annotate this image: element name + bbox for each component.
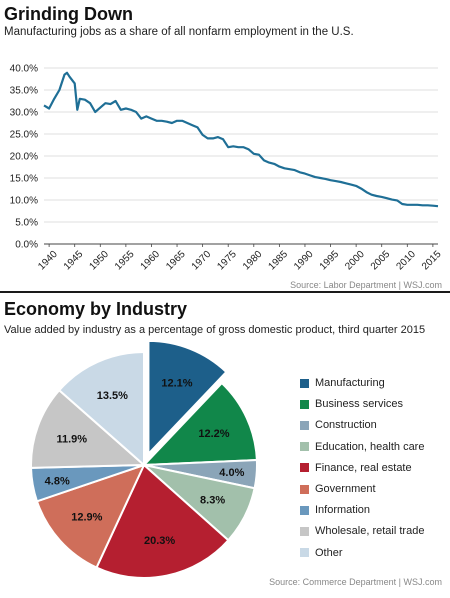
pie-slice-business-services <box>141 381 258 467</box>
y-tick-label: 35.0% <box>10 86 38 97</box>
legend-label: Education, health care <box>315 440 425 453</box>
line-chart-subtitle: Manufacturing jobs as a share of all non… <box>4 26 354 38</box>
x-tick-label: 2015 <box>420 249 444 273</box>
y-tick-label: 15.0% <box>10 174 38 185</box>
legend-item: Construction <box>300 416 377 434</box>
legend-label: Wholesale, retail trade <box>315 525 425 538</box>
x-tick-label: 1990 <box>292 249 316 273</box>
legend-swatch <box>300 420 309 430</box>
legend-label: Finance, real estate <box>315 461 412 474</box>
legend-swatch <box>300 399 309 409</box>
legend-swatch <box>300 505 309 515</box>
x-tick-label: 1940 <box>36 249 60 273</box>
line-chart-plot: 0.0% 5.0% 10.0% 15.0% 20.0% 25.0% 30.0% 35.0% 40… <box>10 64 444 273</box>
y-tick-label: 25.0% <box>10 130 38 141</box>
pie-slice-wholesale-retail-trade <box>30 388 147 469</box>
pie-slice-label: 11.9% <box>56 434 87 446</box>
x-tick-label: 1965 <box>164 249 188 273</box>
x-tick-label: 1960 <box>139 249 163 273</box>
pie-chart-subtitle: Value added by industry as a percentage … <box>4 324 426 336</box>
pie-slice-government <box>35 463 146 569</box>
x-tick-label: 1995 <box>318 249 342 273</box>
manufacturing-share-line <box>43 71 439 208</box>
line-chart-source: Source: Labor Department | WSJ.com <box>290 280 442 290</box>
pie-slice-label: 4.0% <box>219 467 244 479</box>
legend-item: Education, health care <box>300 438 424 456</box>
legend-label: Government <box>315 483 376 495</box>
legend-item: Government <box>300 480 376 498</box>
x-tick-label: 1945 <box>62 249 86 273</box>
pie-slice-other <box>57 350 145 468</box>
x-tick-label: 2010 <box>394 249 418 273</box>
x-tick-label: 2005 <box>369 249 393 273</box>
y-tick-label: 40.0% <box>10 64 38 75</box>
pie-chart-title: Economy by Industry <box>4 299 188 319</box>
legend-label: Business services <box>315 398 404 411</box>
pie-slice-label: 13.5% <box>97 390 128 402</box>
x-tick-label: 1970 <box>190 249 214 273</box>
legend-label: Other <box>315 546 343 559</box>
legend-item: Business services <box>300 395 403 413</box>
legend-item: Manufacturing <box>300 374 385 392</box>
x-tick-label: 1975 <box>215 249 239 273</box>
legend-swatch <box>300 484 309 494</box>
pie-chart-source: Source: Commerce Department | WSJ.com <box>269 577 442 587</box>
y-tick-label: 20.0% <box>10 152 38 163</box>
pie-slice-label: 12.2% <box>198 428 229 440</box>
pie-slice-label: 12.1% <box>161 378 192 390</box>
y-tick-label: 30.0% <box>10 108 38 119</box>
legend-label: Manufacturing <box>315 377 385 389</box>
y-tick-label: 5.0% <box>15 218 38 229</box>
legend-swatch <box>300 442 309 452</box>
x-tick-label: 1950 <box>87 249 111 273</box>
x-tick-label: 1955 <box>113 249 137 273</box>
legend-item: Other <box>300 544 343 562</box>
x-tick-label: 1980 <box>241 249 265 273</box>
line-chart-panel: Grinding Down Manufacturing jobs as a sh… <box>0 0 450 291</box>
legend-swatch <box>300 378 309 388</box>
legend-swatch <box>300 548 309 558</box>
pie-slice-label: 12.9% <box>71 511 102 523</box>
pie-slice-label: 20.3% <box>144 535 175 547</box>
legend-label: Information <box>315 504 371 517</box>
legend-swatch <box>300 463 309 473</box>
pie-slice-label: 4.8% <box>45 475 70 487</box>
pie-chart-panel: Economy by Industry Value added by indus… <box>0 291 450 596</box>
legend-swatch <box>300 526 309 536</box>
y-tick-label: 10.0% <box>10 196 38 207</box>
x-tick-label: 2000 <box>343 249 367 273</box>
pie-slice-label: 8.3% <box>200 495 225 507</box>
legend-item: Finance, real estate <box>300 459 412 477</box>
legend-item: Wholesale, retail trade <box>300 522 424 540</box>
line-chart-title: Grinding Down <box>4 4 133 24</box>
legend-item: Information <box>300 501 370 519</box>
x-tick-label: 1985 <box>267 249 291 273</box>
pie-chart-plot: 12.1% 12.2% 4.0% 8.3% 20.3% 12.9% 4.8% 11.9% 13.… <box>30 339 258 579</box>
pie-slice-manufacturing <box>147 339 228 457</box>
y-tick-label: 0.0% <box>15 240 38 251</box>
pie-slice-finance-real-estate <box>95 463 230 579</box>
legend-label: Construction <box>315 419 377 432</box>
